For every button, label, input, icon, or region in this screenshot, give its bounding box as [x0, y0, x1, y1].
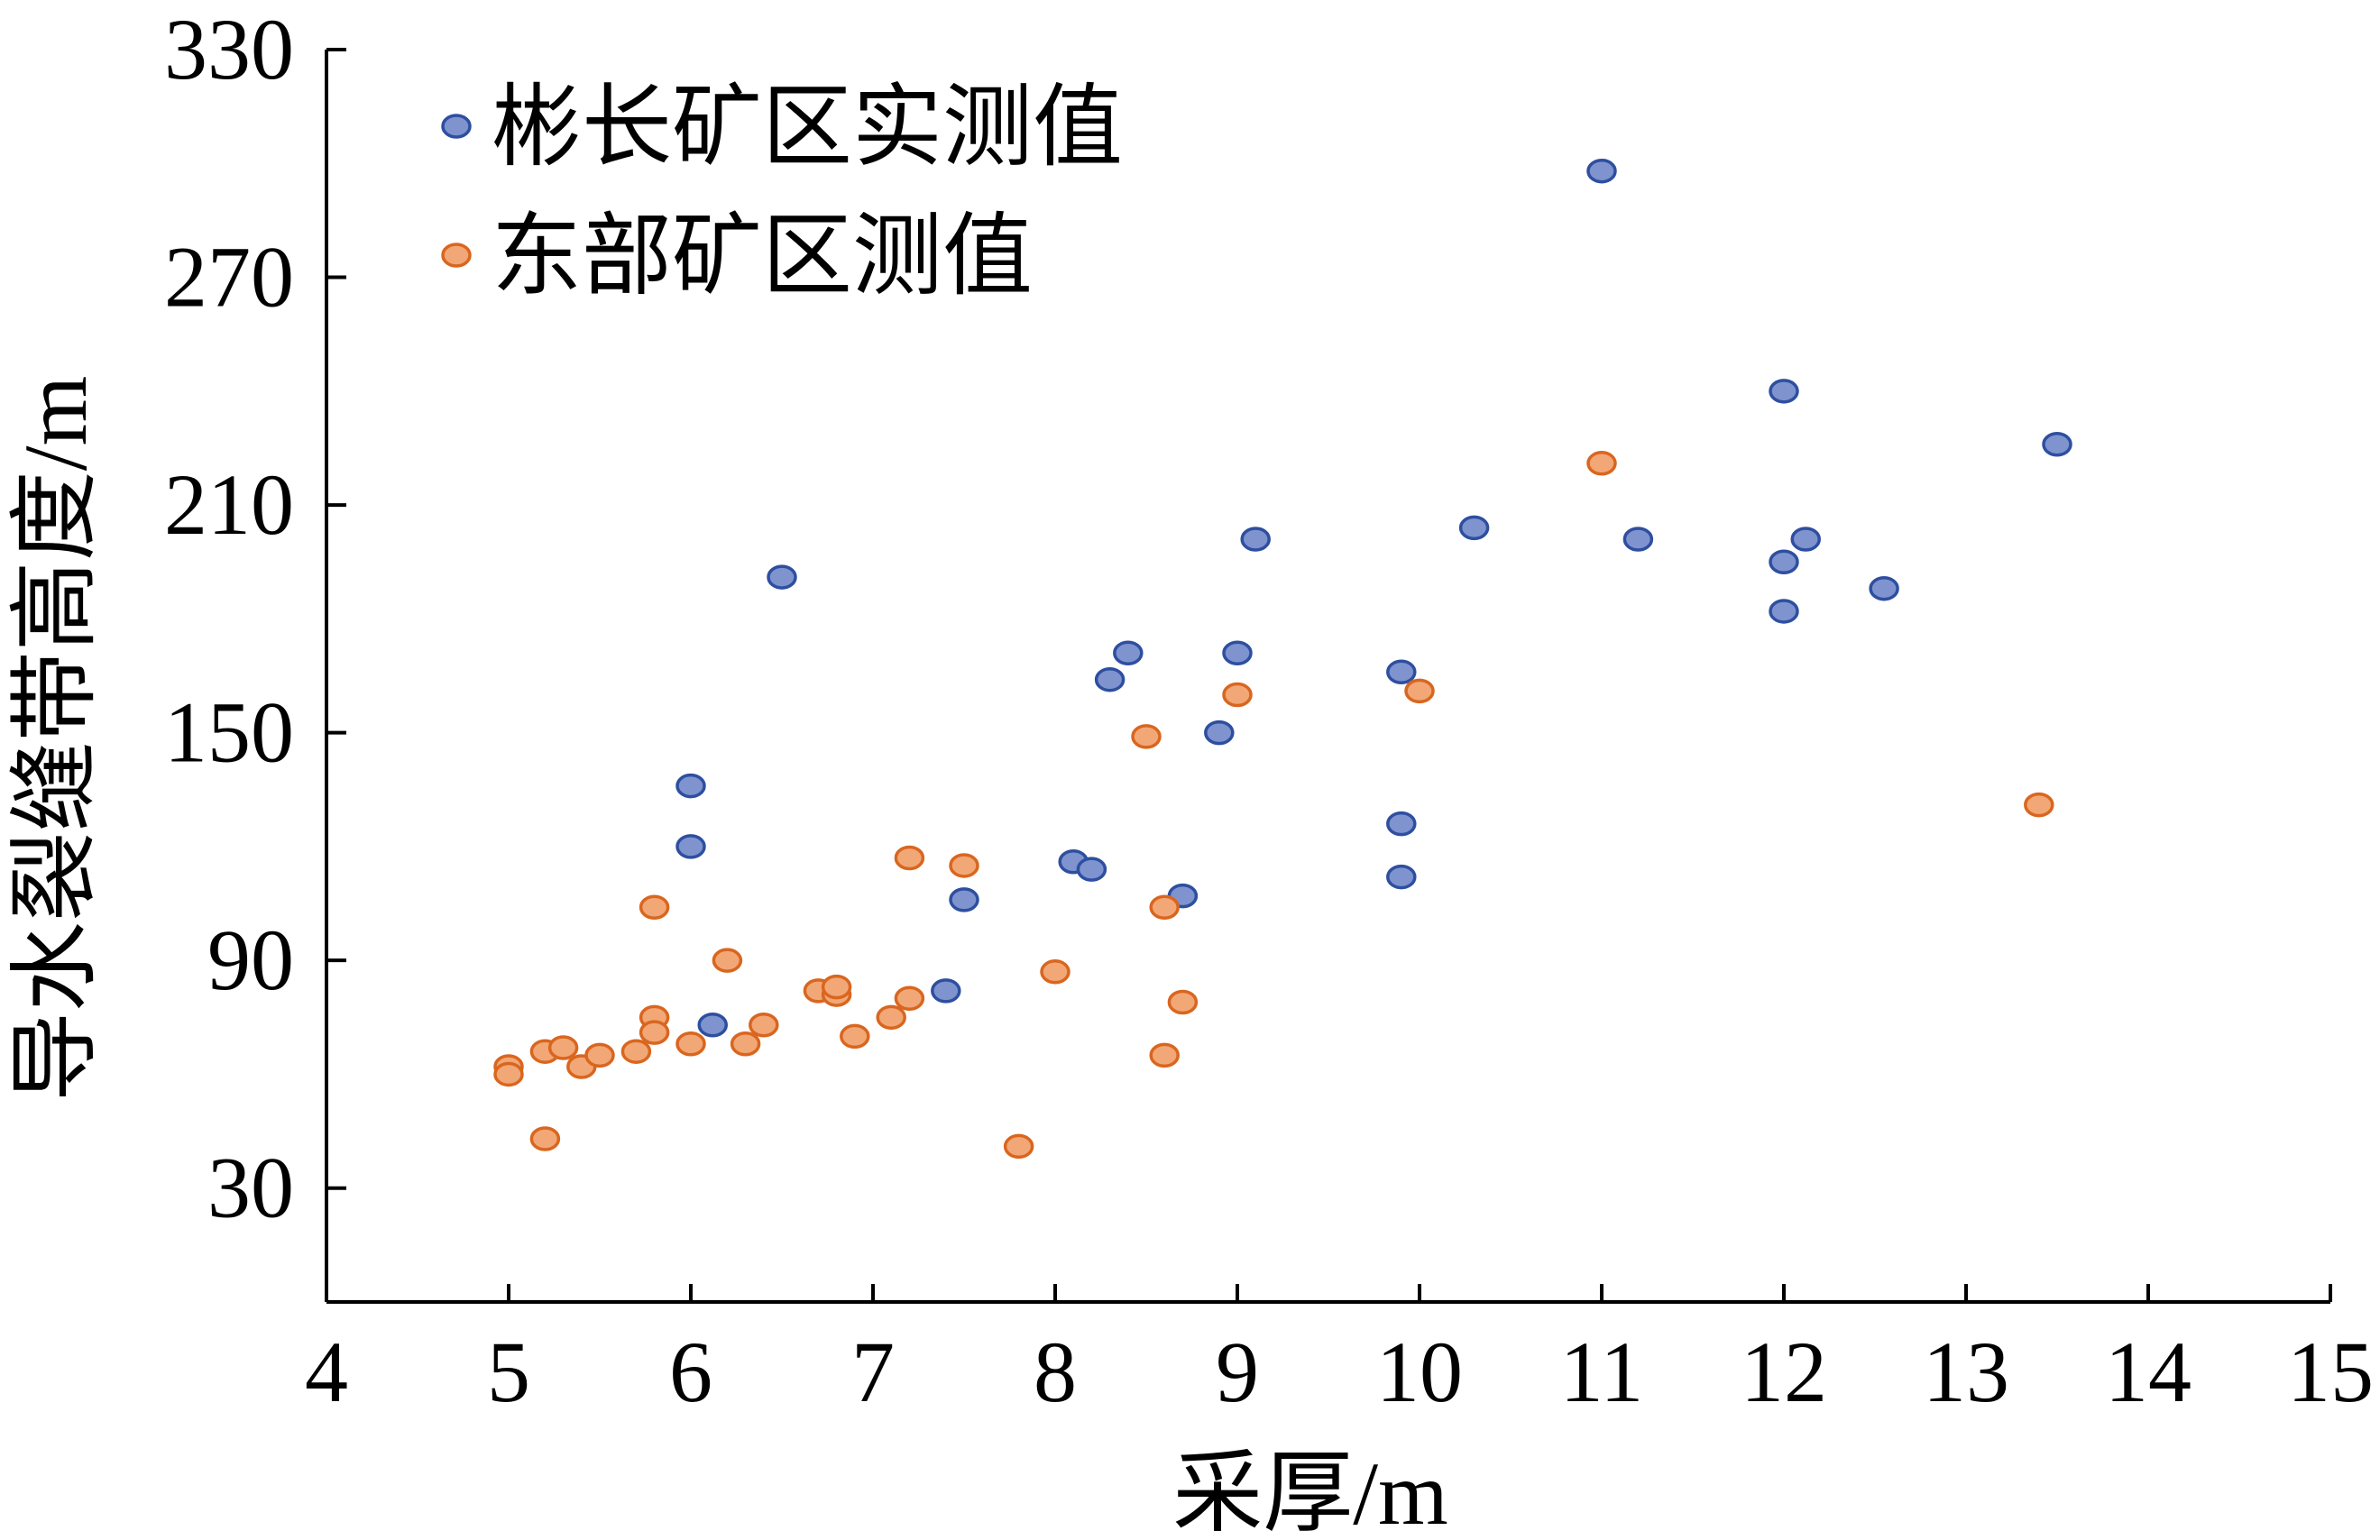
data-point	[1386, 811, 1417, 837]
data-point	[1222, 640, 1253, 665]
x-axis-title: 采厚/m	[1172, 1444, 1448, 1540]
data-point	[529, 1126, 561, 1151]
data-point	[1149, 894, 1180, 921]
data-point	[1240, 527, 1271, 552]
x-tick-label: 8	[1034, 1324, 1077, 1420]
data-point	[712, 948, 743, 973]
x-tick-label: 13	[1923, 1324, 2009, 1420]
data-point	[1204, 720, 1235, 746]
data-point	[1769, 379, 1799, 404]
x-tick-label: 4	[305, 1324, 348, 1420]
data-point	[1790, 527, 1821, 552]
data-point	[675, 834, 706, 859]
data-point	[949, 853, 979, 878]
data-point	[584, 1042, 615, 1068]
data-point	[620, 1039, 652, 1064]
data-point	[840, 1023, 870, 1050]
data-point	[1458, 515, 1490, 541]
data-point	[1040, 959, 1071, 985]
x-tick-label: 12	[1741, 1324, 1827, 1420]
legend-label: 东部矿区测值	[492, 206, 1033, 307]
data-point	[547, 1035, 579, 1060]
data-point	[1404, 678, 1435, 704]
x-tick-label: 11	[1560, 1324, 1643, 1420]
x-axis-ticks: 4 5 6 7 8 9 10 11 12 13 14 15	[305, 1284, 2374, 1420]
data-point	[1167, 989, 1199, 1015]
data-point	[876, 1004, 906, 1031]
series-eastern	[493, 451, 2054, 1160]
data-point	[675, 773, 706, 799]
data-point	[2024, 792, 2054, 818]
data-point	[894, 845, 925, 871]
data-point	[949, 887, 979, 912]
x-tick-label: 6	[669, 1324, 712, 1420]
data-point	[1386, 659, 1417, 685]
data-point	[1149, 1042, 1180, 1068]
data-point	[2042, 431, 2072, 457]
x-tick-label: 10	[1376, 1324, 1463, 1420]
legend-marker	[441, 114, 472, 139]
y-tick-label: 30	[207, 1140, 294, 1236]
y-axis-title: 导水裂缝带高度/m	[5, 376, 106, 1103]
data-point	[730, 1031, 761, 1057]
data-point	[1586, 158, 1617, 184]
data-point	[894, 985, 925, 1012]
data-point	[493, 1061, 524, 1087]
data-point	[1076, 857, 1107, 882]
data-point	[1769, 549, 1799, 574]
y-tick-label: 270	[164, 229, 294, 325]
y-tick-label: 90	[207, 912, 294, 1008]
data-point	[931, 978, 961, 1004]
data-point	[1094, 666, 1126, 692]
data-point	[1769, 599, 1799, 624]
data-point	[1113, 640, 1144, 665]
data-point	[675, 1031, 706, 1057]
data-point	[1586, 451, 1617, 476]
data-point	[697, 1012, 728, 1038]
legend-label: 彬长矿区实测值	[492, 78, 1123, 178]
y-axis-ticks: 30 90 150 210 270 330	[164, 1, 346, 1236]
data-point	[1869, 575, 1899, 601]
data-point	[821, 974, 852, 1000]
y-tick-label: 150	[164, 684, 294, 781]
x-tick-label: 7	[851, 1324, 895, 1420]
data-point	[639, 1020, 670, 1045]
series-binchang	[675, 158, 2072, 1038]
data-points	[493, 158, 2072, 1160]
data-point	[1386, 864, 1417, 890]
y-tick-label: 330	[164, 1, 294, 97]
data-point	[749, 1012, 779, 1038]
x-tick-label: 14	[2105, 1324, 2192, 1420]
axes: 4 5 6 7 8 9 10 11 12 13 14 15 30 90 150 210 270 330	[164, 1, 2374, 1420]
data-point	[639, 894, 670, 921]
x-tick-label: 9	[1216, 1324, 1259, 1420]
data-point	[1003, 1133, 1034, 1160]
data-point	[1131, 724, 1162, 749]
data-point	[1622, 527, 1654, 552]
x-tick-label: 5	[487, 1324, 530, 1420]
data-point	[767, 564, 797, 590]
y-tick-label: 210	[164, 456, 294, 553]
data-point	[1222, 682, 1253, 708]
legend-marker	[441, 243, 472, 268]
x-tick-label: 15	[2287, 1324, 2374, 1420]
